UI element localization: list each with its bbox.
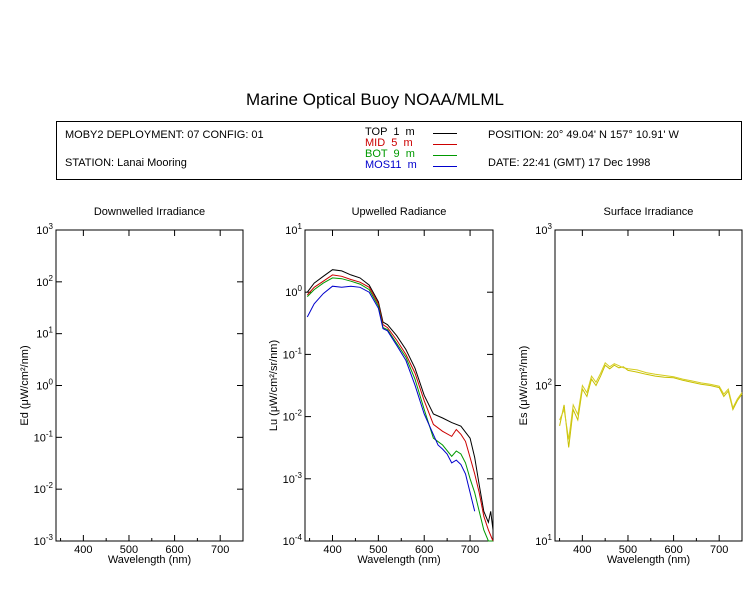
legend-line-mid: [433, 144, 457, 145]
series-line-1: [306, 274, 494, 542]
plot-frame: [55, 229, 244, 542]
x-tick-label: 500: [120, 544, 138, 556]
y-tick-label: 100: [36, 378, 53, 393]
panel-title: Downwelled Irradiance: [94, 206, 205, 218]
x-axis-label: Wavelength (nm): [108, 554, 191, 566]
y-axis-label: Lu (μW/cm²/sr/nm): [268, 340, 280, 431]
x-tick-label: 400: [74, 544, 92, 556]
series-line-1: [559, 361, 743, 440]
y-tick-label: 103: [535, 222, 552, 237]
y-tick-label: 102: [535, 378, 552, 393]
y-tick-label: 103: [36, 222, 53, 237]
y-tick-label: 100: [285, 284, 302, 299]
position-text: POSITION: 20° 49.04' N 157° 10.91' W: [488, 129, 679, 141]
deployment-text: MOBY2 DEPLOYMENT: 07 CONFIG: 01: [65, 129, 264, 141]
plot-frame: [304, 229, 494, 542]
y-tick-label: 10-1: [283, 346, 303, 361]
series-line-2: [306, 277, 493, 542]
y-tick-label: 10-4: [283, 533, 303, 548]
y-tick-label: 102: [36, 274, 53, 289]
station-text: STATION: Lanai Mooring: [65, 157, 187, 169]
y-tick-label: 101: [36, 326, 53, 341]
x-tick-label: 700: [211, 544, 229, 556]
x-tick-label: 600: [415, 544, 433, 556]
x-tick-label: 600: [664, 544, 682, 556]
chart-title: Marine Optical Buoy NOAA/MLML: [246, 90, 504, 109]
x-tick-label: 700: [710, 544, 728, 556]
x-tick-label: 700: [461, 544, 479, 556]
y-axis-label: Es (μW/cm²/nm): [518, 346, 530, 426]
series-line-0: [306, 269, 494, 531]
x-tick-label: 500: [369, 544, 387, 556]
y-tick-label: 10-3: [283, 471, 303, 486]
y-tick-label: 10-2: [283, 409, 303, 424]
x-axis-label: Wavelength (nm): [357, 554, 440, 566]
legend-line-top: [433, 133, 457, 134]
info-box: MOBY2 DEPLOYMENT: 07 CONFIG: 01 STATION:…: [56, 121, 742, 180]
series-line-0: [559, 364, 743, 448]
x-tick-label: 400: [323, 544, 341, 556]
series-line-3: [306, 285, 476, 512]
legend-label-mid: MID 5 m: [365, 137, 413, 149]
legend-line-bot: [433, 155, 457, 156]
x-tick-label: 500: [619, 544, 637, 556]
legend-label-mos: MOS11 m: [365, 159, 417, 171]
y-tick-label: 101: [535, 533, 552, 548]
panel-title: Upwelled Radiance: [352, 206, 447, 218]
legend-line-mos: [433, 166, 457, 167]
y-tick-label: 101: [285, 222, 302, 237]
y-tick-label: 10-1: [34, 429, 54, 444]
y-tick-label: 10-2: [34, 481, 54, 496]
x-tick-label: 600: [165, 544, 183, 556]
y-tick-label: 10-3: [34, 533, 54, 548]
date-text: DATE: 22:41 (GMT) 17 Dec 1998: [488, 157, 651, 169]
panel-title: Surface Irradiance: [604, 206, 694, 218]
x-tick-label: 400: [573, 544, 591, 556]
y-axis-label: Ed (μW/cm²/nm): [19, 345, 31, 425]
x-axis-label: Wavelength (nm): [607, 554, 690, 566]
legend-label-bot: BOT 9 m: [365, 148, 415, 160]
legend-label-top: TOP 1 m: [365, 126, 415, 138]
